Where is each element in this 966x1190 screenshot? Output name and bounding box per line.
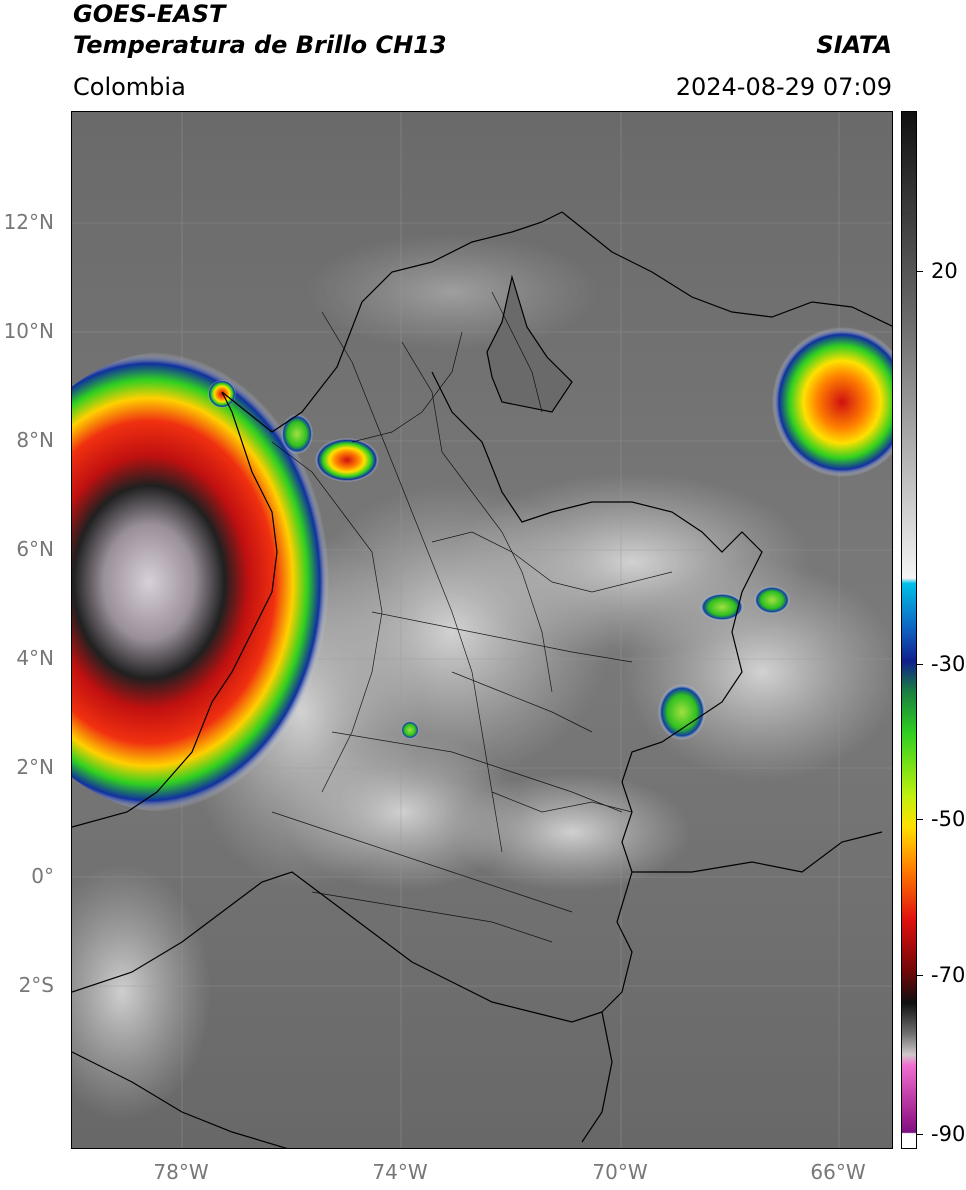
lat-label-10n: 10°N [3,319,54,343]
storm-cell-darien [208,380,236,408]
storm-cell-orinoco-2 [754,586,790,614]
lat-label-2n: 2°N [16,755,54,779]
lat-label-2s: 2°S [18,973,54,997]
colorbar-tick [917,664,923,665]
lat-label-12n: 12°N [3,210,54,234]
colorbar-label-neg90: -90 [931,1122,966,1146]
colorbar-label-neg30: -30 [931,652,966,676]
lon-label-66w: 66°W [810,1160,866,1184]
storm-cell-meta [401,721,419,739]
colorbar-tick [917,819,923,820]
lon-label-74w: 74°W [372,1160,428,1184]
colorbar-tick [917,271,923,272]
lat-label-8n: 8°N [16,428,54,452]
colorbar-tick [917,1134,923,1135]
caribbean-coast [221,211,563,433]
satellite-title: GOES-EAST [73,0,226,28]
lat-label-6n: 6°N [16,537,54,561]
lat-label-0: 0° [31,864,54,888]
colorbar-gradient [902,112,916,1148]
country-borders [72,211,892,1148]
datetime-label: 2024-08-29 07:09 [675,73,892,101]
colorbar-label-20: 20 [931,259,958,283]
department-borders [271,291,673,943]
colorbar-tick [917,975,923,976]
map-canvas [72,112,892,1148]
storm-cell-vichada [658,684,706,740]
satellite-map[interactable] [71,111,893,1149]
southern-border [72,871,603,1023]
lat-label-4n: 4°N [16,646,54,670]
pacific-coast [72,391,278,828]
brand-label: SIATA [816,31,892,59]
storm-cell-pacific [72,352,347,812]
graticule [72,112,892,1148]
colombia-venezuela-border [431,371,763,1013]
storm-cell-venezuela [772,327,892,477]
storm-cells [72,327,892,812]
colorbar-label-neg50: -50 [931,807,966,831]
storm-cell-choco [281,414,313,454]
region-label: Colombia [73,73,186,101]
product-title: Temperatura de Brillo CH13 [73,31,447,59]
colorbar [901,111,917,1149]
venezuela-coast [561,211,892,327]
lon-label-78w: 78°W [153,1160,209,1184]
colorbar-label-neg70: -70 [931,963,966,987]
lon-label-70w: 70°W [592,1160,648,1184]
storm-cell-orinoco-1 [700,593,744,621]
brazil-border [581,1011,613,1143]
lake-maracaibo [486,274,573,413]
cloud-field [72,232,892,1122]
storm-cell-antioquia [315,438,379,482]
peru-coast [72,1051,288,1148]
venezuela-brazil-border [632,831,883,873]
